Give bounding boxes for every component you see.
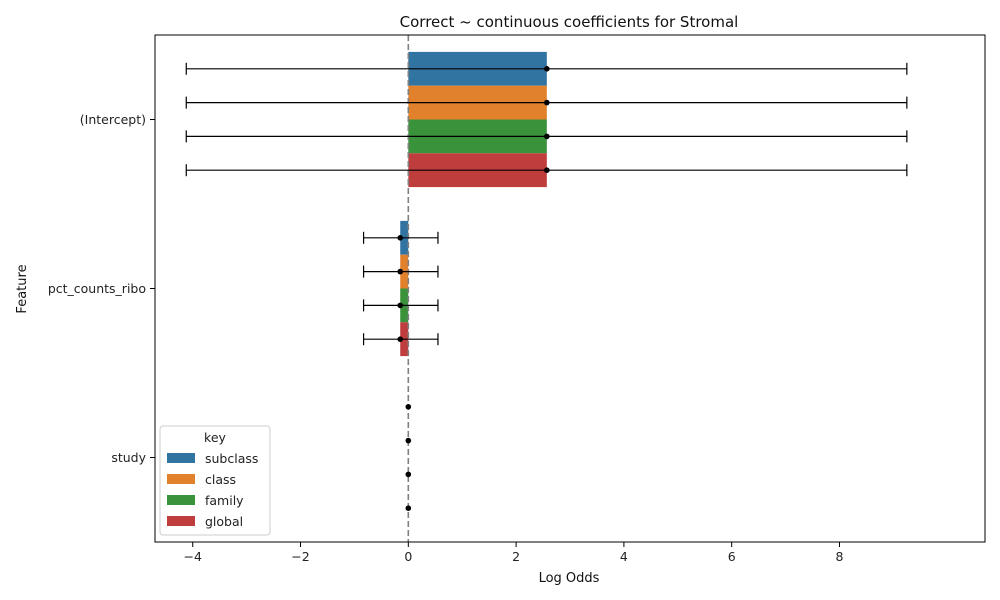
x-tick-label: 6	[728, 549, 736, 564]
legend-swatch	[167, 495, 195, 505]
data-point	[405, 437, 412, 444]
data-point	[405, 505, 412, 512]
data-point	[397, 302, 404, 309]
legend-swatch	[167, 474, 195, 484]
y-axis-label: Feature	[15, 264, 30, 313]
y-tick-label: pct_counts_ribo	[48, 281, 146, 296]
data-point	[397, 268, 404, 275]
x-tick-label: 4	[620, 549, 628, 564]
plot-frame	[154, 34, 986, 543]
x-tick-label: −4	[184, 549, 202, 564]
x-axis-label: Log Odds	[539, 571, 600, 586]
legend-item-label: subclass	[205, 451, 258, 466]
legend-item-label: family	[205, 493, 244, 508]
legend-title: key	[204, 430, 226, 445]
y-tick-label: (Intercept)	[80, 112, 146, 127]
legend: key subclass class family global	[159, 425, 271, 536]
data-point	[405, 471, 412, 478]
x-tick-label: 0	[404, 549, 412, 564]
x-axis: −4 −2 0 2 4 6 8	[184, 542, 844, 564]
legend-item-label: global	[205, 514, 243, 529]
x-tick-label: 2	[512, 549, 520, 564]
data-point	[544, 133, 550, 140]
legend-swatch	[167, 516, 195, 526]
legend-item-label: class	[205, 472, 236, 487]
data-point	[544, 99, 550, 106]
data-point	[397, 235, 404, 241]
chart-title: Correct ~ continuous coefficients for St…	[400, 13, 739, 31]
plot-area	[185, 35, 908, 542]
data-point	[405, 404, 412, 410]
x-tick-label: −2	[291, 549, 309, 564]
data-point	[544, 167, 550, 173]
y-tick-label: study	[111, 450, 146, 465]
legend-swatch	[167, 453, 195, 463]
data-point	[397, 336, 404, 343]
x-tick-label: 8	[836, 549, 844, 564]
data-point	[544, 66, 550, 72]
